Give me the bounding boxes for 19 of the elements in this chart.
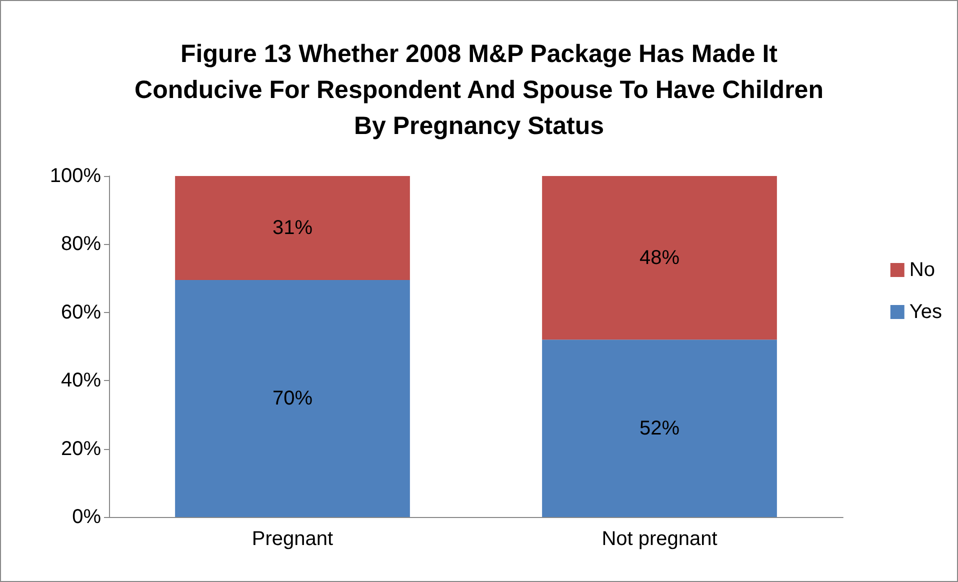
y-tick-label: 60% xyxy=(60,301,102,324)
data-label: 48% xyxy=(639,246,680,269)
y-tick-label: 100% xyxy=(50,165,102,187)
x-tick-label: Not pregnant xyxy=(602,528,718,550)
legend-label: Yes xyxy=(909,301,942,323)
chart-title: Figure 13 Whether 2008 M&P Package Has Made It Conducive For Respondent And Spouse To Have Children By Pregnancy Status xyxy=(134,40,824,140)
x-tick-label: Pregnant xyxy=(252,528,334,550)
legend-label: No xyxy=(909,259,935,281)
bar xyxy=(542,340,777,517)
y-tick-label: 0% xyxy=(72,506,102,528)
data-label: 31% xyxy=(272,217,313,240)
y-tick-label: 20% xyxy=(60,438,102,460)
y-tick-label: 40% xyxy=(60,370,102,392)
bar xyxy=(175,176,410,280)
data-label: 70% xyxy=(272,388,313,410)
y-tick-label: 80% xyxy=(60,233,102,256)
bar xyxy=(542,176,777,340)
bar xyxy=(175,280,410,517)
data-label: 52% xyxy=(639,417,680,440)
